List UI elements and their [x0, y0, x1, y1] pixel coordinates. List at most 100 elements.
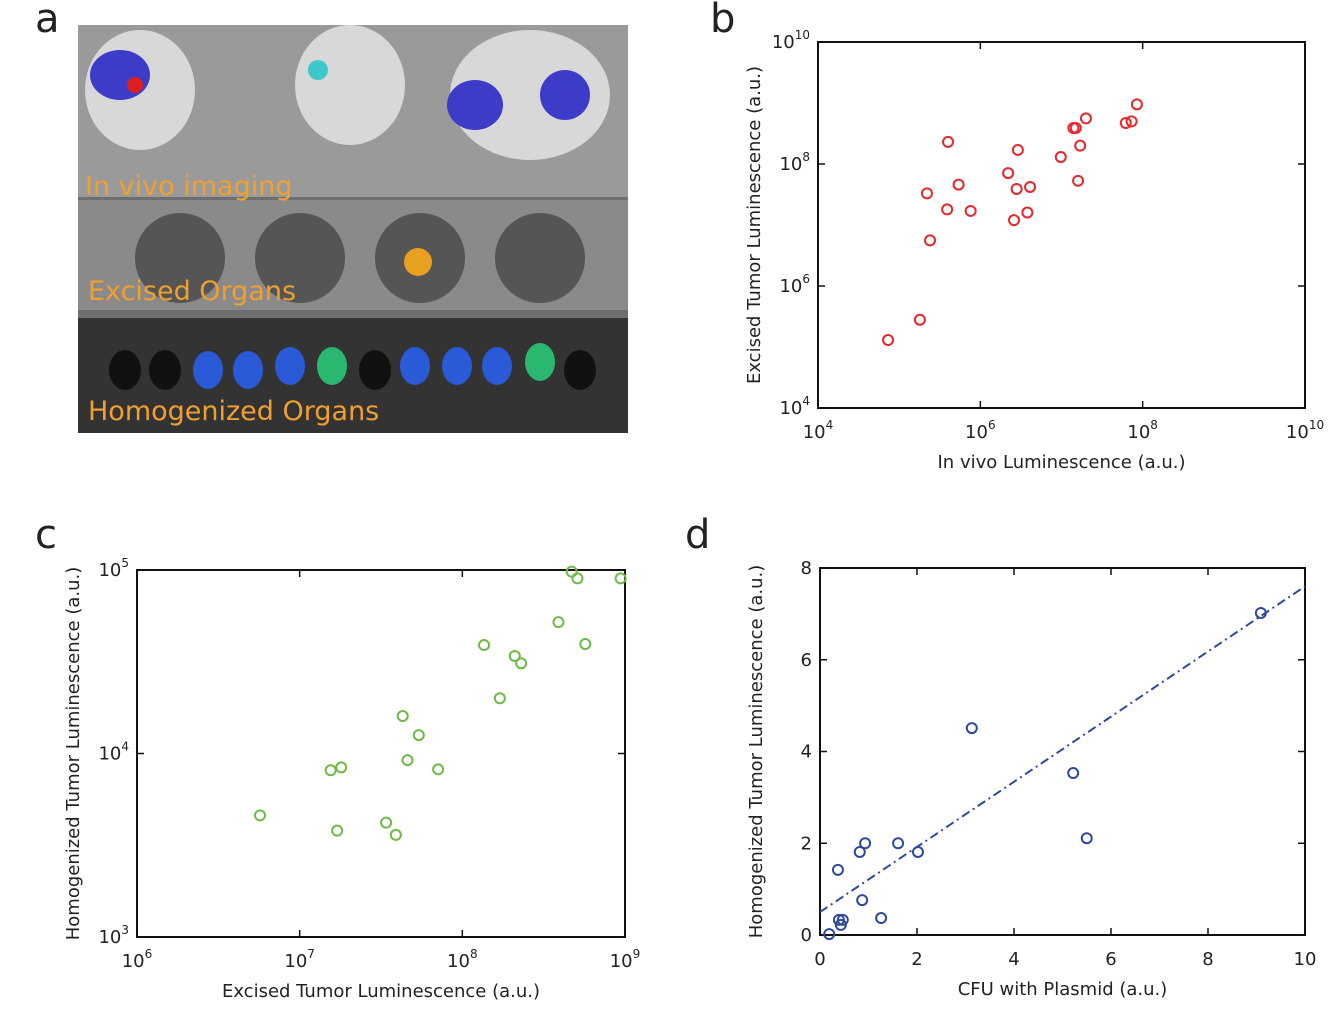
well — [359, 350, 391, 390]
point — [856, 894, 869, 907]
y-axis-label: Excised Tumor Luminescence (a.u.) — [744, 66, 765, 384]
point — [1069, 121, 1082, 134]
panel-label: a — [35, 0, 60, 42]
point — [253, 809, 266, 822]
point — [396, 710, 409, 723]
x-axis-label: CFU with Plasmid (a.u.) — [958, 979, 1168, 1000]
point — [964, 204, 977, 217]
y-tick-label: 104 — [779, 394, 810, 419]
point — [965, 722, 978, 735]
image-panel: a In vivo imaging Excised Organs Homogen… — [35, 0, 628, 433]
image-annotation: In vivo imaging — [85, 171, 292, 202]
point — [614, 572, 627, 585]
y-tick-label: 1010 — [772, 28, 810, 53]
point — [331, 824, 344, 837]
point — [1079, 112, 1092, 125]
y-tick-label: 4 — [801, 742, 812, 763]
y-tick-label: 106 — [779, 272, 810, 297]
panel-label: c — [35, 512, 57, 558]
dish — [495, 213, 585, 303]
y-axis-label: Homogenized Tumor Luminescence (a.u.) — [63, 567, 84, 941]
x-tick-label: 106 — [122, 947, 153, 972]
point — [401, 754, 414, 767]
point — [432, 763, 445, 776]
point — [1010, 182, 1023, 195]
x-tick-label: 109 — [610, 947, 641, 972]
x-tick-label: 2 — [911, 949, 922, 970]
x-tick-label: 8 — [1202, 949, 1213, 970]
well-signal — [525, 343, 555, 381]
point — [1080, 832, 1093, 845]
point — [335, 761, 348, 774]
point — [380, 816, 393, 829]
axes-box — [136, 569, 626, 938]
signal — [404, 248, 432, 276]
point — [892, 837, 905, 850]
signal — [90, 50, 150, 100]
x-tick-label: 6 — [1105, 949, 1116, 970]
point — [1024, 180, 1037, 193]
x-tick-label: 0 — [814, 949, 825, 970]
point — [324, 764, 337, 777]
signal — [447, 80, 503, 130]
plot: In vivo Luminescence (a.u.) Excised Tumor… — [710, 0, 1306, 473]
point — [920, 187, 933, 200]
x-axis-label: Excised Tumor Luminescence (a.u.) — [222, 981, 540, 1002]
x-axis-label: In vivo Luminescence (a.u.) — [938, 452, 1186, 473]
image-annotation: Homogenized Organs — [88, 396, 379, 427]
well-signal — [317, 347, 347, 385]
point — [1067, 767, 1080, 780]
well-signal — [400, 347, 430, 385]
well-signal — [193, 351, 223, 389]
x-tick-label: 1010 — [1286, 418, 1324, 443]
point — [579, 638, 592, 651]
y-tick-label: 103 — [98, 923, 129, 948]
point — [515, 657, 528, 670]
well-signal — [233, 351, 263, 389]
x-tick-label: 107 — [284, 947, 315, 972]
point — [493, 692, 506, 705]
dish — [135, 213, 225, 303]
point — [478, 639, 491, 652]
point — [412, 729, 425, 742]
plot: Excised Tumor Luminescence (a.u.) Homogen… — [35, 512, 627, 1002]
point — [1002, 167, 1015, 180]
well-signal — [442, 347, 472, 385]
point — [1130, 98, 1143, 111]
point — [1008, 214, 1021, 227]
point — [1054, 151, 1067, 164]
plot: CFU with Plasmid (a.u.) Homogenized Tumor… — [685, 512, 1306, 1000]
x-tick-label: 10 — [1294, 949, 1317, 970]
point — [1125, 115, 1138, 128]
point — [941, 203, 954, 216]
point — [853, 845, 866, 858]
dish — [255, 213, 345, 303]
axes-box — [819, 567, 1306, 936]
y-tick-label: 105 — [98, 556, 129, 581]
point — [882, 334, 895, 347]
axes-box — [817, 41, 1306, 409]
y-tick-label: 104 — [98, 740, 129, 765]
point — [831, 863, 844, 876]
well — [564, 350, 596, 390]
point — [859, 837, 872, 850]
mouse — [450, 30, 610, 160]
point — [1119, 117, 1132, 130]
point — [571, 572, 584, 585]
point — [389, 828, 402, 841]
point — [823, 928, 836, 941]
x-tick-label: 104 — [803, 418, 834, 443]
point — [552, 616, 565, 629]
point — [508, 649, 521, 662]
x-tick-label: 4 — [1008, 949, 1019, 970]
x-tick-label: 108 — [1127, 418, 1158, 443]
point — [565, 565, 578, 578]
y-tick-label: 8 — [801, 558, 812, 579]
point — [942, 135, 955, 148]
point — [913, 313, 926, 326]
fit-line — [819, 585, 1306, 913]
well — [149, 350, 181, 390]
y-tick-label: 108 — [779, 150, 810, 175]
y-tick-label: 2 — [801, 833, 812, 854]
